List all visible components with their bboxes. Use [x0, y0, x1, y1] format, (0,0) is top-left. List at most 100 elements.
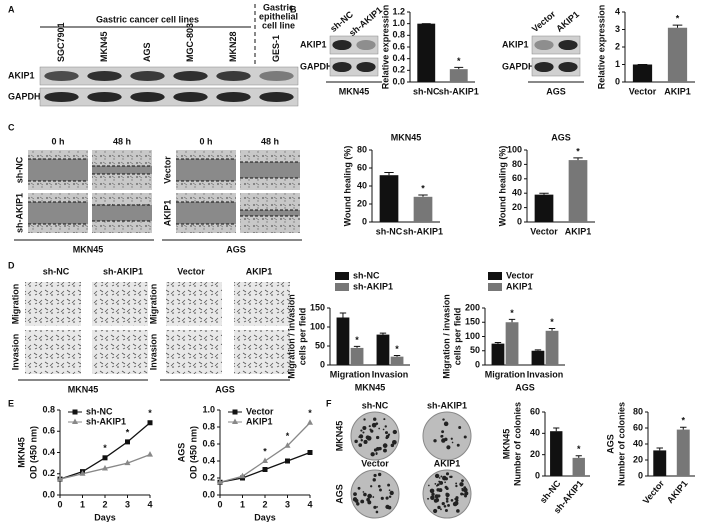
blot-band: [332, 61, 352, 73]
time-label: 48 h: [261, 136, 279, 146]
marker: [125, 439, 130, 445]
y-tick-label: 1.0: [392, 18, 405, 28]
colony: [464, 491, 469, 496]
transwell-image: [25, 330, 81, 374]
time-label: 0 h: [199, 136, 212, 146]
x-tick-label: 3: [125, 499, 130, 509]
colony: [362, 431, 365, 434]
colony: [375, 453, 378, 456]
colony: [461, 487, 464, 490]
legend-swatch: [335, 283, 349, 291]
wound-gap: [240, 162, 300, 178]
panel-letter: E: [8, 398, 14, 408]
legend-label: AKIP1: [246, 416, 273, 426]
colony: [392, 439, 397, 445]
transwell-image: [92, 282, 148, 326]
y-axis-label: OD (450 nm): [188, 426, 198, 479]
y-tick-label: 0.8: [42, 404, 55, 414]
bar: [667, 27, 688, 82]
legend-swatch: [488, 283, 502, 291]
x-tick-label: AKIP1: [665, 478, 690, 505]
panel-letter: D: [8, 260, 15, 270]
x-tick-label: AKIP1: [565, 226, 592, 236]
column-label: AKIP1: [246, 266, 273, 276]
bar: [505, 322, 519, 365]
error-bar: [454, 66, 464, 70]
colony: [450, 499, 454, 502]
bar: [550, 431, 563, 476]
error-bar: [656, 447, 663, 451]
legend-marker: [232, 409, 238, 415]
colony: [444, 481, 446, 484]
y-tick-label: 1.2: [392, 6, 405, 16]
cell-line-label: AGS: [215, 384, 235, 394]
colony: [382, 443, 388, 448]
significance-mark: *: [457, 56, 461, 66]
colony: [356, 502, 360, 506]
row-label: Invasion: [148, 334, 158, 371]
error-bar: [384, 172, 394, 176]
colony: [360, 439, 363, 442]
x-tick-label: Invasion: [372, 369, 409, 379]
cell-line-label: MKN45: [68, 384, 99, 394]
y-tick-label: 0.4: [42, 447, 55, 457]
row-label: Migration: [10, 284, 20, 325]
wound-gap: [176, 159, 236, 181]
bar: [676, 429, 690, 476]
colony: [384, 425, 387, 428]
marker: [124, 459, 131, 466]
colony: [445, 492, 449, 496]
x-tick-label: Invasion: [527, 369, 564, 379]
colony: [440, 508, 442, 511]
error-bar: [418, 194, 428, 197]
colony: [442, 418, 445, 421]
y-tick-label: 80: [512, 159, 522, 169]
colony: [460, 492, 464, 496]
y-tick-label: 0.8: [392, 30, 405, 40]
colony: [372, 478, 376, 482]
y-tick-label: 0.6: [202, 438, 215, 448]
colony: [449, 475, 452, 478]
row-label: sh-AKIP1: [14, 193, 24, 233]
wound-gap: [92, 205, 152, 221]
y-tick-label: 0: [517, 216, 522, 226]
colony: [447, 504, 450, 507]
colony: [373, 473, 377, 478]
row-label: Migration: [148, 284, 158, 325]
group-label: Gastric: [263, 2, 294, 12]
y-tick-label: 1: [615, 59, 620, 69]
dish-label: sh-AKIP1: [427, 400, 467, 410]
y-tick-label: 0: [320, 359, 325, 369]
dish: [350, 411, 400, 461]
y-tick-label: 40: [530, 428, 540, 438]
colony: [431, 492, 435, 496]
colony: [387, 483, 391, 487]
colony: [433, 439, 437, 443]
lane-label: MKN28: [228, 31, 238, 62]
x-tick-label: 4: [147, 499, 152, 509]
y-tick-label: 50: [470, 345, 480, 355]
cell-line-label: MKN45: [73, 244, 104, 254]
marker: [262, 467, 268, 472]
x-tick-label: 3: [285, 499, 290, 509]
colony: [455, 484, 458, 488]
bar: [379, 175, 399, 222]
colony: [379, 488, 382, 492]
dish-label: AKIP1: [434, 458, 461, 468]
colony: [463, 487, 468, 493]
error-bar: [672, 24, 683, 28]
x-tick-label: sh-NC: [413, 86, 440, 96]
colony: [385, 434, 390, 439]
colony: [445, 472, 450, 476]
cell-line-label: AGS: [226, 244, 246, 254]
marker: [79, 470, 86, 476]
colony: [388, 495, 392, 499]
row-label: Vector: [162, 156, 172, 184]
colony: [445, 487, 449, 491]
colony: [382, 428, 385, 431]
colony: [358, 434, 364, 439]
x-tick-label: AKIP1: [664, 86, 691, 96]
colony: [444, 437, 448, 442]
colony: [455, 496, 459, 500]
